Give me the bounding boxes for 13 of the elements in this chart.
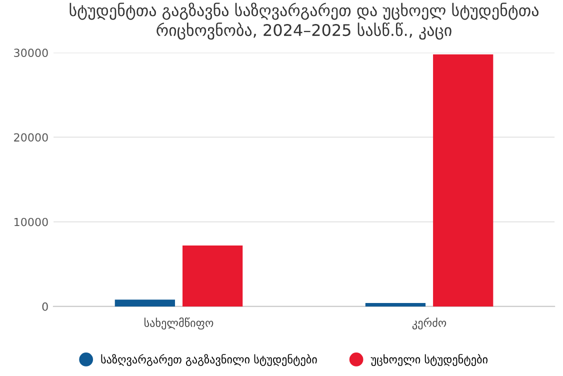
x-tick-label: სახელმწიფო <box>144 318 214 330</box>
legend-label: საზღვარგარეთ გაგზავნილი სტუდენტები <box>101 354 317 366</box>
bar <box>114 300 175 306</box>
y-tick-label: 0 <box>42 302 48 311</box>
legend-label: უცხოელი სტუდენტები <box>370 354 488 366</box>
x-tick-label: კერძო <box>412 318 446 330</box>
y-tick-label: 30000 <box>14 48 48 58</box>
bar <box>365 303 426 306</box>
y-tick-label: 20000 <box>14 133 48 142</box>
bar <box>433 54 494 306</box>
chart-title: სტუდენტთა გაგზავნა საზღვარგარეთ და უცხოელ სტუდენტთა რიცხოვნობა, 2024–2025 სასწ.წ., კაცი <box>70 2 538 40</box>
y-tick-label: 10000 <box>14 218 48 226</box>
bar <box>182 246 243 306</box>
